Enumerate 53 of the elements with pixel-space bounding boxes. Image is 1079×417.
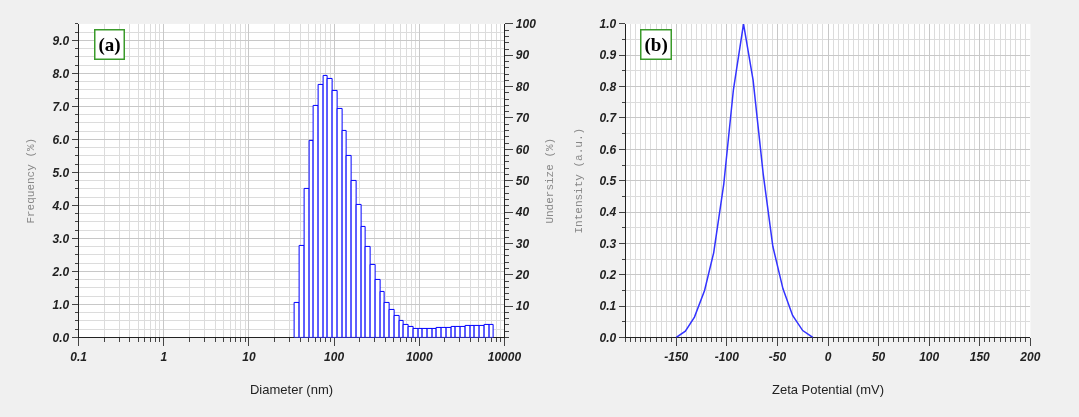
x-tick-label: 10000 [487, 349, 522, 364]
annotation: (a) [98, 33, 121, 56]
y-tick-label: 0.9 [599, 48, 617, 63]
y-tick-label: 9.0 [52, 33, 70, 48]
y2-tick-label: 80 [515, 79, 530, 94]
y2-tick-label: 20 [514, 267, 530, 282]
y-tick-label: 0.8 [599, 79, 617, 94]
y2-tick-label: 40 [514, 205, 530, 220]
y2-axis-title: Undersize (%) [544, 137, 557, 224]
y-tick-label: 1.0 [599, 17, 617, 32]
y2-tick-label: 70 [515, 111, 530, 126]
y-tick-label: 0.0 [52, 330, 70, 345]
x-tick-label: -100 [714, 349, 740, 364]
y-tick-label: 0.3 [599, 236, 617, 251]
x-tick-label: 100 [324, 349, 345, 364]
x-tick-label: 200 [1019, 349, 1041, 364]
x-tick-label: 50 [871, 349, 886, 364]
y-tick-label: 0.4 [599, 205, 617, 220]
x-tick-label: 150 [969, 349, 991, 364]
x-tick-label: -150 [664, 349, 689, 364]
x-tick-label: 100 [919, 349, 940, 364]
x-tick-label: 0 [824, 349, 832, 364]
y-tick-label: 0.7 [599, 111, 618, 126]
x-axis-title: Diameter (nm) [249, 382, 334, 398]
y-tick-label: 0.5 [599, 173, 617, 188]
y-tick-label: 6.0 [52, 132, 70, 147]
y-tick-label: 7.0 [52, 99, 70, 114]
y-tick-label: 8.0 [52, 66, 70, 81]
y-tick-label: 0.0 [599, 330, 617, 345]
y-tick-label: 1.0 [52, 297, 70, 312]
x-axis-title: Zeta Potential (mV) [772, 382, 885, 398]
y2-tick-label: 90 [515, 48, 530, 63]
y2-tick-label: 100 [515, 17, 537, 32]
y-axis-title: Frequency (%) [25, 137, 38, 224]
y-tick-label: 0.2 [599, 267, 617, 282]
x-tick-label: 1 [160, 349, 168, 364]
x-tick-label: 0.1 [70, 349, 88, 364]
x-tick-label: 10 [242, 349, 256, 364]
x-tick-label: -50 [768, 349, 787, 364]
y2-tick-label: 30 [515, 236, 530, 251]
y2-tick-label: 60 [515, 142, 530, 157]
line-series [675, 23, 814, 338]
y-tick-label: 0.6 [599, 142, 617, 157]
x-tick-label: 1000 [405, 349, 433, 364]
annotation: (b) [644, 33, 668, 56]
y-axis-title: Intensity (a.u.) [573, 127, 586, 234]
y-tick-label: 3.0 [52, 231, 70, 246]
y-tick-label: 2.0 [51, 264, 70, 279]
y2-tick-label: 50 [515, 173, 530, 188]
y2-tick-label: 10 [515, 299, 530, 314]
y-tick-label: 4.0 [51, 198, 70, 213]
y-tick-label: 0.1 [599, 299, 617, 314]
y-tick-label: 5.0 [52, 165, 70, 180]
